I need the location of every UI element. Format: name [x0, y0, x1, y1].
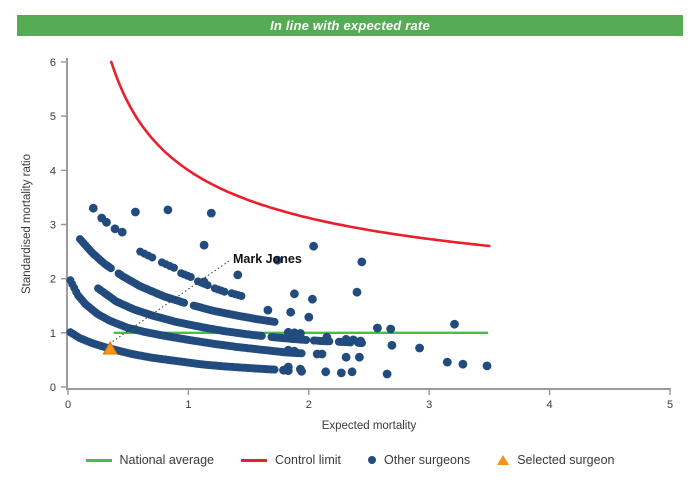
- svg-text:2: 2: [50, 274, 56, 286]
- svg-text:1: 1: [185, 399, 191, 411]
- status-banner-text: In line with expected rate: [270, 18, 430, 33]
- control-limit-curve: [110, 60, 491, 248]
- control-limit-line-swatch: [241, 458, 268, 462]
- svg-text:4: 4: [547, 399, 553, 411]
- legend-label: National average: [119, 453, 215, 467]
- svg-text:1: 1: [50, 328, 56, 340]
- legend: National average Control limit Other sur…: [0, 453, 700, 467]
- svg-text:5: 5: [667, 399, 673, 411]
- svg-text:5: 5: [50, 111, 56, 123]
- x-axis-title: Expected mortality: [322, 420, 417, 432]
- national-average-line-swatch: [85, 458, 112, 462]
- legend-item-other-surgeons[interactable]: Other surgeons: [368, 453, 470, 467]
- legend-item-national-average[interactable]: National average: [85, 453, 215, 467]
- svg-text:3: 3: [426, 399, 432, 411]
- selected-surgeon-triangle-swatch: [497, 455, 510, 465]
- legend-label: Control limit: [275, 453, 342, 467]
- legend-item-selected-surgeon[interactable]: Selected surgeon: [497, 453, 614, 467]
- svg-text:6: 6: [50, 57, 56, 69]
- y-axis-title: Standardised mortality ratio: [21, 154, 33, 294]
- selected-surgeon-marker[interactable]: [102, 341, 118, 355]
- svg-text:2: 2: [306, 399, 312, 411]
- status-banner: In line with expected rate: [17, 15, 683, 36]
- other-surgeons-dots[interactable]: [66, 203, 492, 379]
- funnel-plot: 0 1 2 3 4 5 6 0 1 2 3 4 5 Mark Jones Expected mortal…: [21, 57, 673, 432]
- svg-text:0: 0: [65, 399, 71, 411]
- annotation-layer: Mark Jones: [111, 252, 302, 343]
- legend-label: Other surgeons: [384, 453, 471, 467]
- annotation-label: Mark Jones: [233, 252, 302, 266]
- legend-item-control-limit[interactable]: Control limit: [241, 453, 341, 467]
- other-surgeons-dot-swatch: [368, 456, 377, 464]
- svg-text:0: 0: [50, 382, 56, 394]
- legend-label: Selected surgeon: [517, 453, 615, 467]
- svg-text:3: 3: [50, 219, 56, 231]
- svg-text:4: 4: [50, 165, 56, 177]
